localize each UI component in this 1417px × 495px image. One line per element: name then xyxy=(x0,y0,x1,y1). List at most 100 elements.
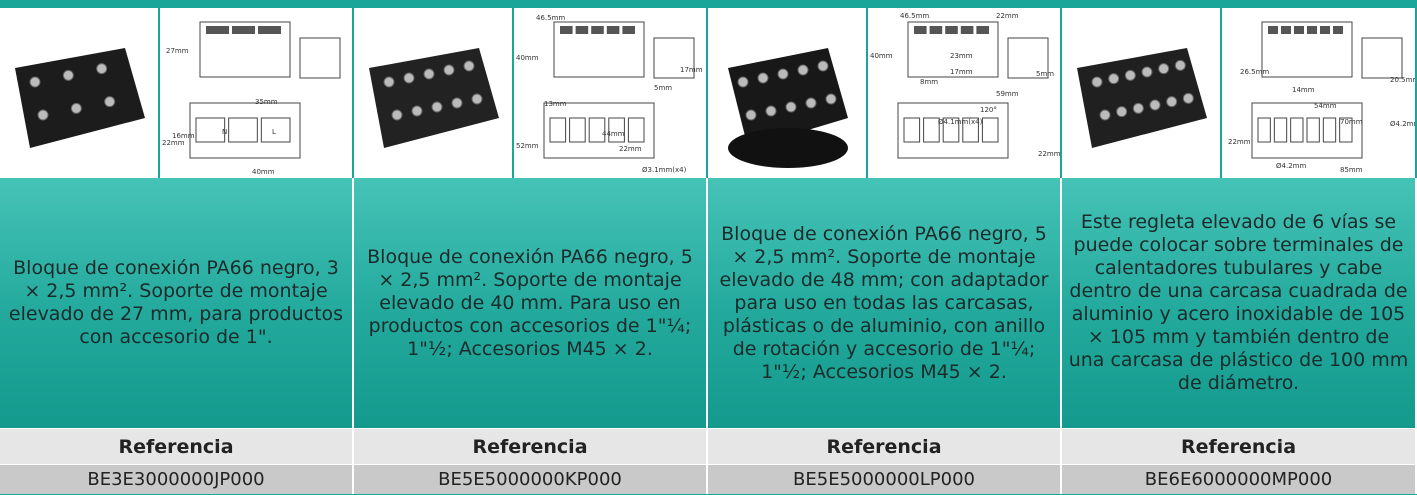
screw xyxy=(817,60,829,72)
terminal-top xyxy=(960,26,974,34)
screw xyxy=(431,101,443,113)
side-view xyxy=(907,21,999,78)
product-photo xyxy=(1062,8,1222,178)
screw xyxy=(785,101,797,113)
dimension-label: 22mm xyxy=(619,145,642,153)
screw xyxy=(777,68,789,80)
terminal xyxy=(1290,117,1304,143)
product-photo xyxy=(708,8,868,178)
dimension-label: 44mm xyxy=(602,130,625,138)
block-body xyxy=(369,48,499,148)
photo-art xyxy=(728,48,848,168)
dimension-label: 20.5mm xyxy=(1390,76,1415,84)
screw xyxy=(1132,102,1144,114)
dimension-label: 5mm xyxy=(1036,70,1054,78)
dimension-label: 40mm xyxy=(516,54,539,62)
dimension-label: 22mm xyxy=(1228,138,1251,146)
screw xyxy=(423,68,435,80)
dimension-label: Ø4.2mm xyxy=(1276,162,1306,170)
terminal xyxy=(260,117,291,143)
side-view xyxy=(1261,21,1353,78)
photo-art xyxy=(15,48,145,148)
terminal xyxy=(549,117,567,143)
description: Bloque de conexión PA66 negro, 5 × 2,5 m… xyxy=(354,178,708,428)
reference-code: BE3E3000000JP000 xyxy=(0,464,354,494)
terminal xyxy=(962,117,979,143)
dimension-label: 8mm xyxy=(920,78,938,86)
dimension-label: 13mm xyxy=(544,100,567,108)
block-body xyxy=(15,48,145,148)
screw xyxy=(96,63,108,75)
dimension-label: Ø4.2mm xyxy=(1390,120,1415,128)
reference-code: BE6E6000000MP000 xyxy=(1062,464,1417,494)
screw xyxy=(1099,109,1111,121)
screw xyxy=(1174,59,1186,71)
terminal xyxy=(1273,117,1288,143)
terminal-top xyxy=(1333,26,1343,34)
terminal-top xyxy=(622,26,635,34)
screw xyxy=(1158,63,1170,75)
terminal xyxy=(627,117,645,143)
terminal-top xyxy=(232,26,255,34)
terminal xyxy=(981,117,999,143)
screw xyxy=(1116,106,1128,118)
product-photo xyxy=(354,8,514,178)
terminal-top xyxy=(575,26,589,34)
terminal xyxy=(1306,117,1320,143)
screw xyxy=(1108,73,1120,85)
product-column: 27mm 35mm 16mm 22mm N L 40mm Bloque de conexión… xyxy=(0,0,354,494)
terminal xyxy=(588,117,606,143)
dimension-label: 22mm xyxy=(162,139,185,147)
screw xyxy=(451,97,463,109)
top-view xyxy=(897,102,1009,159)
screw xyxy=(29,76,41,88)
screw xyxy=(1091,76,1103,88)
terminal xyxy=(903,117,921,143)
product-column: 46.5mm 40mm 17mm 5mm 13mm 44mm 52mm 22mm Ø3.1mm(… xyxy=(354,0,708,494)
screw xyxy=(1124,69,1136,81)
screw xyxy=(745,109,757,121)
reference-label: Referencia xyxy=(1062,428,1417,464)
screw xyxy=(383,76,395,88)
screw xyxy=(757,72,769,84)
top-view xyxy=(189,102,301,159)
top-view xyxy=(543,102,655,159)
screw xyxy=(391,109,403,121)
screw xyxy=(825,93,837,105)
terminal-top xyxy=(591,26,604,34)
photo-art xyxy=(1077,48,1207,148)
dimension-label: Ø4.1mm(x4) xyxy=(938,118,983,126)
dimension-label: 23mm xyxy=(950,52,973,60)
product-column: 46.5mm 22mm 40mm 23mm 17mm 8mm 5mm 59mm Ø4.1mm(x… xyxy=(708,0,1062,494)
terminal-top xyxy=(1307,26,1317,34)
screw xyxy=(1149,99,1161,111)
terminal-top xyxy=(1294,26,1304,34)
dimension-label: L xyxy=(272,128,276,136)
screw xyxy=(443,64,455,76)
side-view xyxy=(553,21,645,78)
dimension-label: 27mm xyxy=(166,47,189,55)
drawing-art: 46.5mm 40mm 17mm 5mm 13mm 44mm 52mm 22mm Ø3.1mm(… xyxy=(516,14,703,174)
dimension-label: 52mm xyxy=(516,142,539,150)
drawing-art: 46.5mm 22mm 40mm 23mm 17mm 8mm 5mm 59mm Ø4.1mm(x… xyxy=(870,12,1061,159)
screw xyxy=(37,109,49,121)
terminal-top xyxy=(560,26,573,34)
dimension-label: 85mm xyxy=(1340,166,1363,174)
screw xyxy=(1141,66,1153,78)
terminal-top xyxy=(258,26,281,34)
terminal-top xyxy=(206,26,229,34)
dimension-label: 54mm xyxy=(1314,102,1337,110)
screw xyxy=(70,102,82,114)
product-photo xyxy=(0,8,160,178)
dimension-label: 40mm xyxy=(252,168,275,176)
dimension-label: 70mm xyxy=(1340,118,1363,126)
terminal xyxy=(942,117,960,143)
block-body xyxy=(728,48,848,148)
screw xyxy=(411,105,423,117)
terminal xyxy=(195,117,226,143)
dimension-label: 22mm xyxy=(1038,150,1060,158)
screw xyxy=(737,76,749,88)
